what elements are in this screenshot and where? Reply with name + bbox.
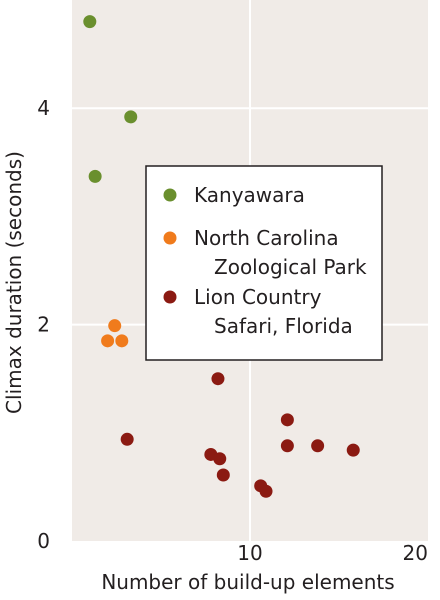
x-tick-label: 20 <box>403 541 428 565</box>
legend-box <box>145 165 383 361</box>
x-axis-title: Number of build-up elements <box>101 570 394 594</box>
y-axis-title: Climax duration (seconds) <box>2 151 26 414</box>
legend-marker <box>163 231 177 245</box>
legend-marker <box>163 188 177 202</box>
data-point <box>88 169 102 183</box>
tick-labels: 0 2 4 10 20 <box>37 96 428 565</box>
data-point <box>213 452 227 466</box>
data-point <box>259 484 273 498</box>
y-tick-label: 2 <box>37 313 50 337</box>
data-point <box>124 110 138 124</box>
data-point <box>346 443 360 457</box>
data-point <box>108 319 122 333</box>
legend-label: Kanyawara <box>194 183 305 207</box>
legend-label: North Carolina <box>194 226 339 250</box>
data-point <box>211 372 225 386</box>
legend: Kanyawara North Carolina Zoological Park Li… <box>145 165 383 361</box>
data-point <box>120 432 134 446</box>
legend-label: Zoological Park <box>214 255 367 279</box>
data-point <box>101 334 115 348</box>
data-points <box>83 15 360 498</box>
y-tick-label: 4 <box>37 96 50 120</box>
data-point <box>83 15 97 29</box>
data-point <box>311 439 325 453</box>
data-point <box>280 439 294 453</box>
legend-label: Safari, Florida <box>214 314 353 338</box>
legend-label: Lion Country <box>194 285 322 309</box>
data-point <box>216 468 230 482</box>
legend-marker <box>163 290 177 304</box>
x-tick-label: 10 <box>237 541 262 565</box>
data-point <box>115 334 129 348</box>
y-tick-label: 0 <box>37 529 50 553</box>
data-point <box>280 413 294 427</box>
